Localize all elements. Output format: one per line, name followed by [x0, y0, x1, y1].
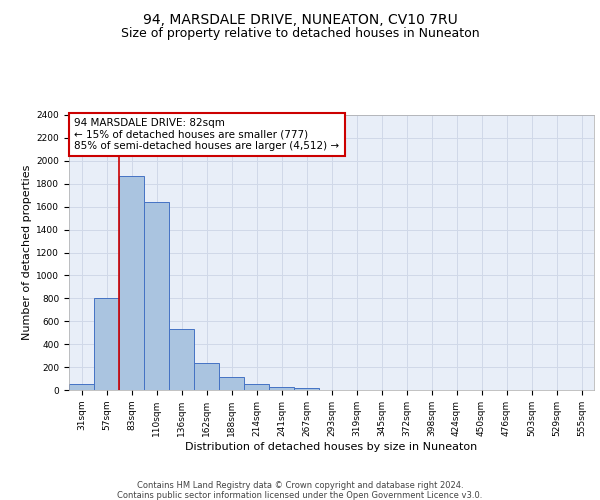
Bar [94, 298, 119, 390]
Text: Contains public sector information licensed under the Open Government Licence v3: Contains public sector information licen… [118, 491, 482, 500]
Bar [269, 387, 294, 390]
Bar [244, 384, 269, 390]
Bar [219, 378, 244, 390]
Bar [144, 202, 169, 390]
Bar [69, 384, 94, 390]
Bar [169, 330, 194, 390]
Text: 94, MARSDALE DRIVE, NUNEATON, CV10 7RU: 94, MARSDALE DRIVE, NUNEATON, CV10 7RU [143, 12, 457, 26]
Bar [294, 388, 319, 390]
Bar [194, 363, 219, 390]
Text: Contains HM Land Registry data © Crown copyright and database right 2024.: Contains HM Land Registry data © Crown c… [137, 481, 463, 490]
Bar [119, 176, 144, 390]
Text: Size of property relative to detached houses in Nuneaton: Size of property relative to detached ho… [121, 28, 479, 40]
Text: 94 MARSDALE DRIVE: 82sqm
← 15% of detached houses are smaller (777)
85% of semi-: 94 MARSDALE DRIVE: 82sqm ← 15% of detach… [74, 118, 340, 151]
X-axis label: Distribution of detached houses by size in Nuneaton: Distribution of detached houses by size … [185, 442, 478, 452]
Y-axis label: Number of detached properties: Number of detached properties [22, 165, 32, 340]
